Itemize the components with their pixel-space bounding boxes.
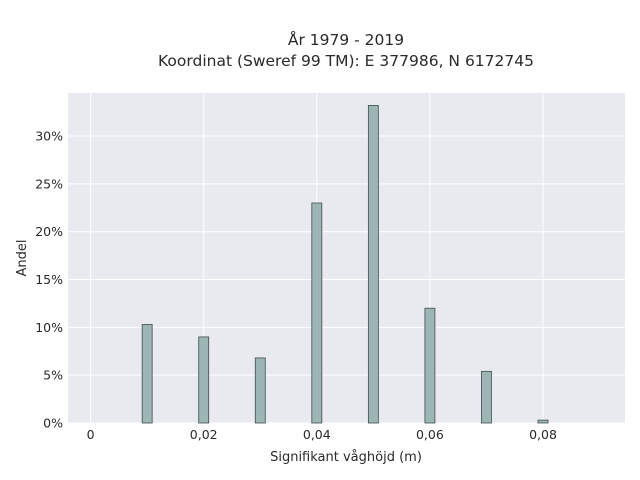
y-axis-label: Andel xyxy=(15,240,30,277)
histogram-bar xyxy=(424,307,436,424)
y-tick-label: 25% xyxy=(35,176,63,191)
x-tick-labels: 0 0,02 0,04 0,06 0,08 xyxy=(87,427,557,442)
chart-subtitle: Koordinat (Sweref 99 TM): E 377986, N 61… xyxy=(158,52,534,70)
histogram-bar xyxy=(481,370,492,424)
histogram-bar xyxy=(254,357,266,424)
y-tick-label: 15% xyxy=(35,272,63,287)
y-tick-label: 5% xyxy=(43,368,63,383)
chart-title: År 1979 - 2019 xyxy=(288,30,404,49)
x-tick-label: 0,06 xyxy=(416,427,444,442)
y-tick-label: 0% xyxy=(43,416,63,431)
histogram-bar xyxy=(537,419,549,424)
histogram-bar xyxy=(141,324,153,424)
y-tick-label: 30% xyxy=(35,129,63,144)
x-tick-label: 0,04 xyxy=(303,427,331,442)
x-axis-label: Signifikant våghöjd (m) xyxy=(270,450,422,465)
x-tick-label: 0 xyxy=(87,427,95,442)
y-tick-labels: 0% 5% 10% 15% 20% 25% 30% xyxy=(35,129,63,431)
histogram-bar xyxy=(198,336,210,424)
y-tick-label: 20% xyxy=(35,224,63,239)
x-tick-label: 0,02 xyxy=(190,427,218,442)
histogram-bar xyxy=(367,105,379,424)
y-gridlines xyxy=(68,135,625,424)
plot-background xyxy=(68,93,625,423)
bars-group xyxy=(141,105,549,424)
x-tick-label: 0,08 xyxy=(529,427,557,442)
y-tick-label: 10% xyxy=(35,320,63,335)
histogram-bar xyxy=(311,202,323,424)
